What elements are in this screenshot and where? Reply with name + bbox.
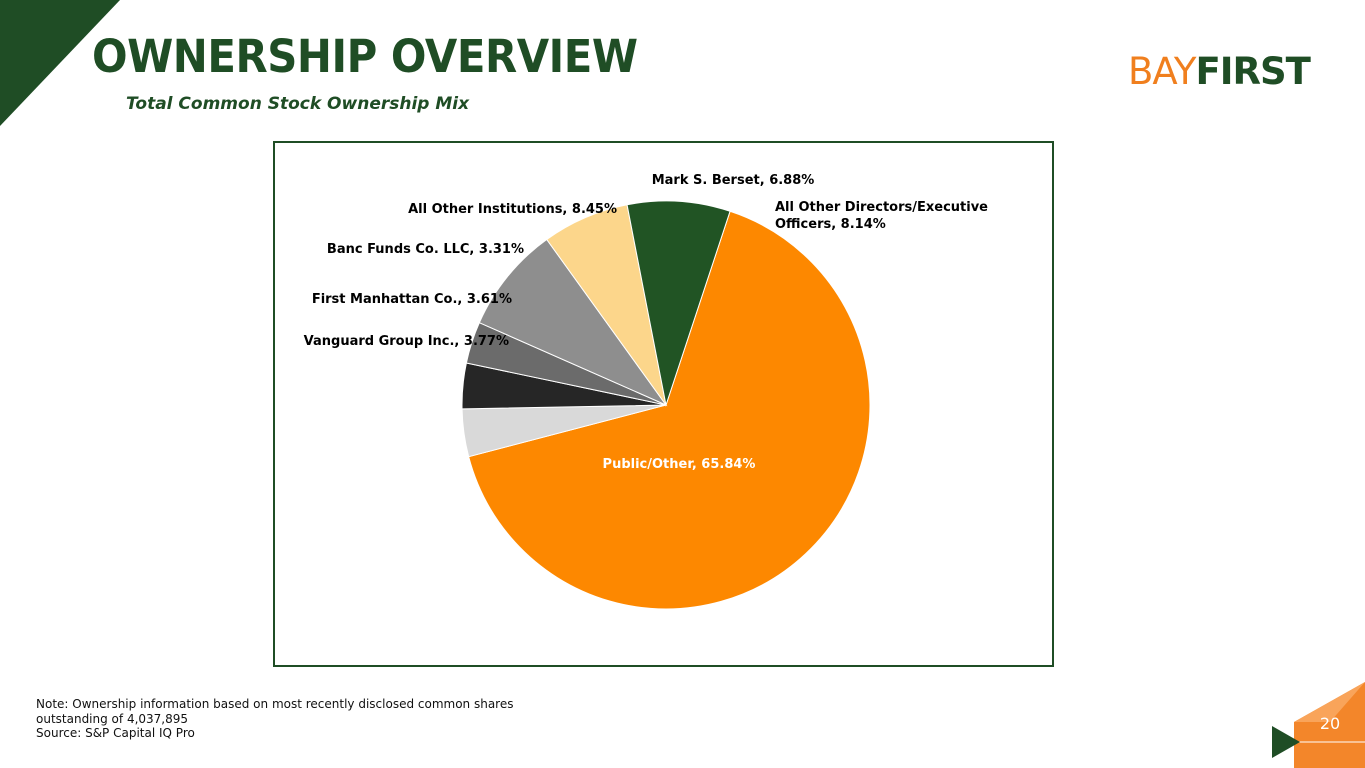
page-number: 20 — [1319, 714, 1341, 733]
chart-frame — [273, 141, 1054, 667]
pie-labels: Public/Other, 65.84% Vanguard Group Inc.,… — [304, 173, 989, 472]
footnote: Note: Ownership information based on mos… — [36, 697, 536, 741]
pie-data-label: Banc Funds Co. LLC, 3.31% — [327, 242, 524, 257]
logo-part-bay: BAY — [1128, 50, 1196, 93]
pie-slice-public-other — [468, 210, 871, 610]
pie-data-label: All Other Directors/Executive Officers, 8… — [775, 200, 988, 232]
logo-part-first: FIRST — [1195, 50, 1310, 93]
pie-data-label: Vanguard Group Inc., 3.77% — [304, 334, 509, 349]
source-line: Source: S&P Capital IQ Pro — [36, 726, 195, 740]
bayfirst-logo: BAYFIRST — [1128, 48, 1311, 96]
page-title: OWNERSHIP OVERVIEW — [92, 30, 638, 83]
pie-data-label: All Other Institutions, 8.45% — [408, 202, 617, 217]
footnote-line: outstanding of 4,037,895 — [36, 711, 189, 726]
corner-decoration — [0, 0, 120, 126]
pie-slice-all-other-institutions — [478, 238, 668, 407]
pie-data-label: First Manhattan Co., 3.61% — [312, 292, 512, 307]
pie-data-label: Mark S. Berset, 6.88% — [652, 173, 815, 188]
pie-data-label: Public/Other, 65.84% — [603, 457, 756, 472]
pie-slices — [461, 200, 871, 610]
page-subtitle: Total Common Stock Ownership Mix — [126, 94, 470, 114]
corner-decoration-bottom-right — [1272, 682, 1365, 768]
footnote-line: Note: Ownership information based on mos… — [36, 697, 514, 711]
pie-slice-all-other-directors-executive-officers — [626, 200, 731, 407]
